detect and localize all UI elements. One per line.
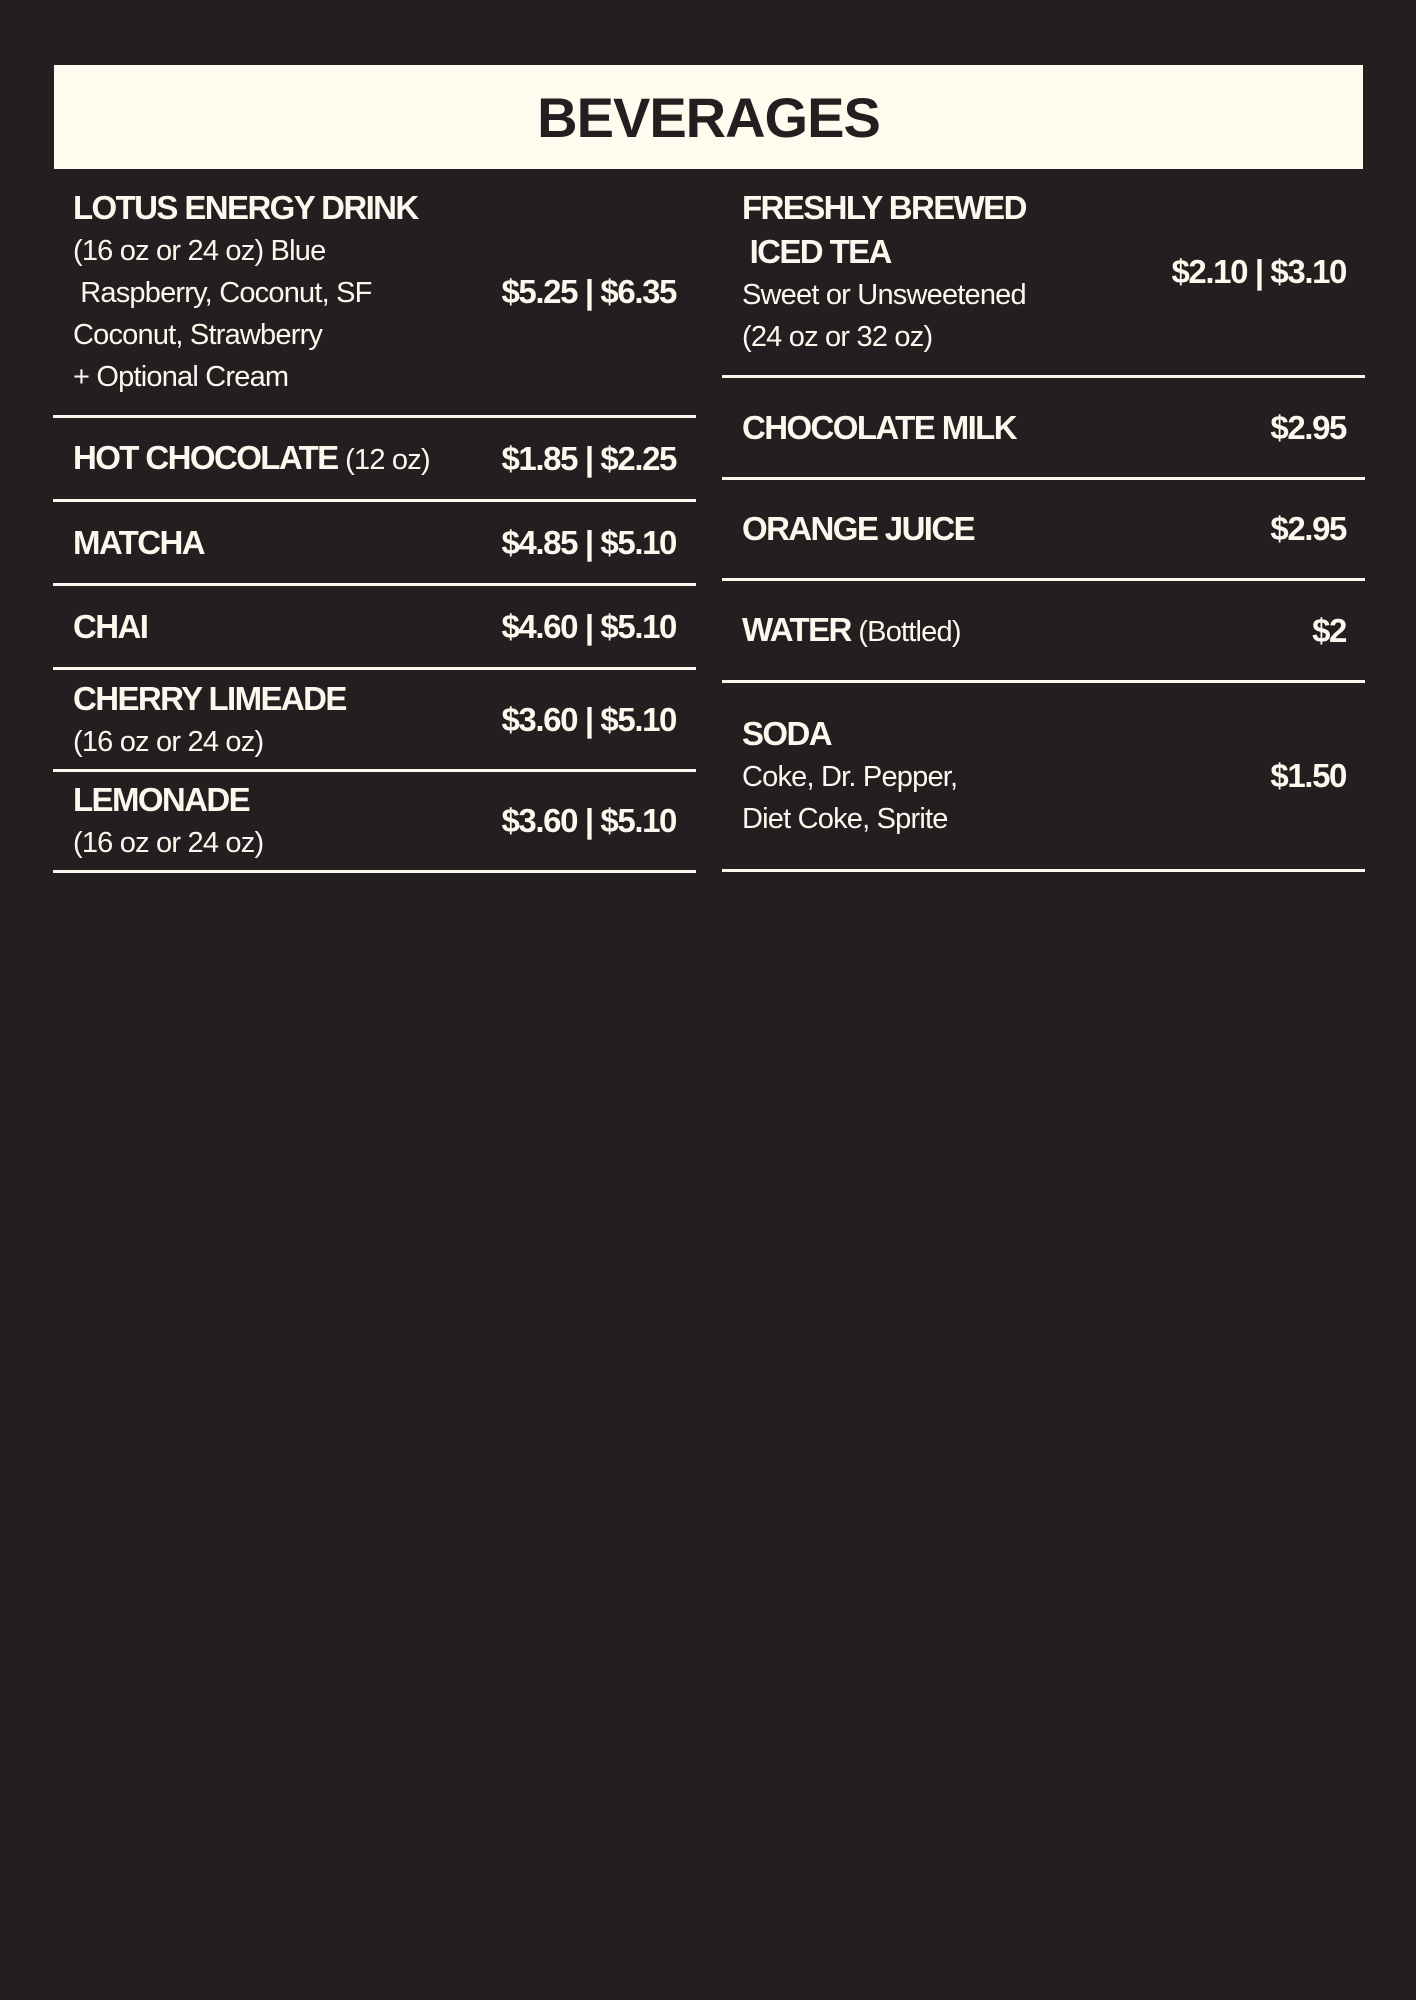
- menu-item-water: WATER (Bottled) $2: [722, 581, 1365, 683]
- item-name: WATER: [742, 610, 852, 648]
- menu-item-chai: CHAI $4.60 | $5.10: [53, 586, 696, 670]
- item-description: (16 oz or 24 oz): [73, 827, 264, 859]
- item-price: $1.85 | $2.25: [501, 439, 677, 477]
- item-name: SODA: [742, 715, 833, 752]
- menu-item-matcha: MATCHA $4.85 | $5.10: [53, 502, 696, 586]
- item-name: FRESHLY BREWED: [742, 189, 1027, 226]
- item-description: Raspberry, Coconut, SF: [73, 277, 372, 309]
- menu-item-soda: SODA Coke, Dr. Pepper, Diet Coke, Sprite…: [722, 683, 1365, 872]
- item-description: Coke, Dr. Pepper,: [742, 761, 958, 793]
- item-description: + Optional Cream: [73, 361, 289, 393]
- item-name: HOT CHOCOLATE: [73, 438, 339, 476]
- item-description: Diet Coke, Sprite: [742, 803, 948, 835]
- item-name: MATCHA: [73, 523, 206, 561]
- item-name-line-2: ICED TEA: [742, 233, 893, 270]
- item-price: $3.60 | $5.10: [501, 802, 677, 839]
- menu-item-hot-chocolate: HOT CHOCOLATE (12 oz) $1.85 | $2.25: [53, 418, 696, 502]
- item-price: $4.85 | $5.10: [501, 523, 677, 561]
- item-name: ORANGE JUICE: [742, 510, 976, 547]
- menu-title: BEVERAGES: [537, 85, 881, 149]
- menu-item-chocolate-milk: CHOCOLATE MILK $2.95: [722, 378, 1365, 480]
- item-price: $2: [1312, 611, 1347, 649]
- item-description: (24 oz or 32 oz): [742, 321, 933, 353]
- menu-item-lemonade: LEMONADE (16 oz or 24 oz) $3.60 | $5.10: [53, 772, 696, 873]
- item-name: CHAI: [73, 607, 149, 645]
- item-note: (Bottled): [858, 615, 961, 648]
- item-price: $4.60 | $5.10: [501, 607, 677, 645]
- menu-item-cherry-limeade: CHERRY LIMEADE (16 oz or 24 oz) $3.60 | …: [53, 670, 696, 772]
- item-price: $2.95: [1270, 510, 1347, 547]
- item-name: CHOCOLATE MILK: [742, 408, 1018, 446]
- item-description: (16 oz or 24 oz): [73, 725, 264, 758]
- item-price: $2.95: [1270, 408, 1347, 446]
- item-price: $2.10 | $3.10: [1171, 253, 1347, 290]
- item-note: (12 oz): [345, 443, 430, 476]
- menu-header: BEVERAGES: [54, 65, 1363, 169]
- item-description: Coconut, Strawberry: [73, 319, 323, 351]
- menu-item-lotus-energy-drink: LOTUS ENERGY DRINK (16 oz or 24 oz) Blue…: [53, 169, 696, 418]
- item-description: (16 oz or 24 oz) Blue: [73, 235, 326, 267]
- item-price: $5.25 | $6.35: [501, 273, 677, 310]
- item-name: LEMONADE: [73, 781, 251, 818]
- item-price: $1.50: [1270, 757, 1347, 794]
- item-price: $3.60 | $5.10: [501, 700, 677, 738]
- menu-item-orange-juice: ORANGE JUICE $2.95: [722, 480, 1365, 581]
- item-description: Sweet or Unsweetened: [742, 279, 1027, 311]
- menu-item-iced-tea: FRESHLY BREWED ICED TEA Sweet or Unsweet…: [722, 169, 1365, 378]
- item-name: CHERRY LIMEADE: [73, 679, 347, 717]
- item-name: LOTUS ENERGY DRINK: [73, 189, 419, 226]
